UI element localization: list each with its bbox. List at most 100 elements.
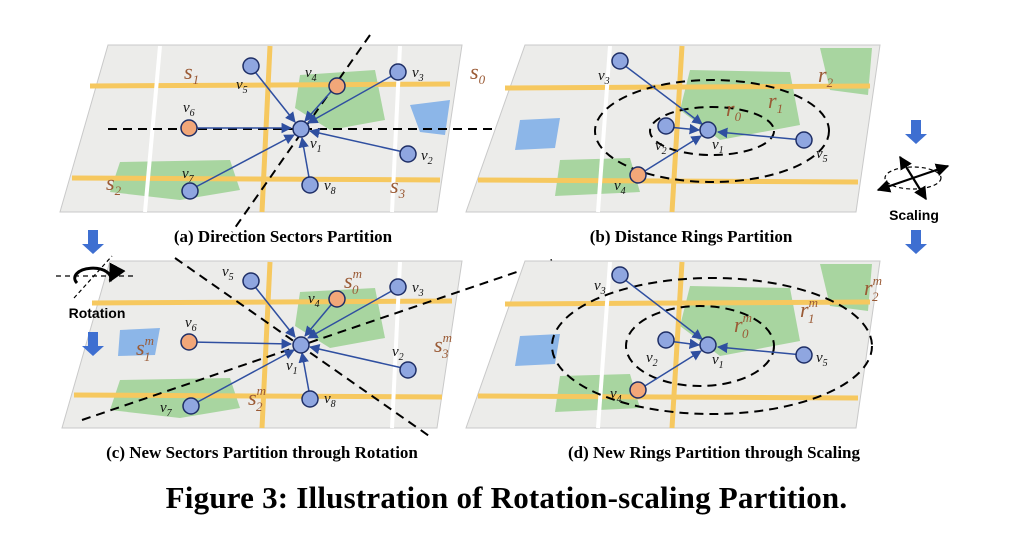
label-a-v1: v1	[310, 136, 322, 155]
edge-c-v8	[298, 351, 311, 398]
node-a-v3	[389, 63, 407, 81]
panel-b-label: (b) Distance Rings Partition	[590, 227, 793, 246]
road-a2	[71, 175, 441, 183]
rotation-axis-diag	[73, 255, 113, 299]
sector-a-s0: s0	[470, 59, 486, 87]
sector-c-s1m: sm 1	[136, 333, 154, 364]
ring-b-r0	[649, 106, 775, 156]
label-a-v8: v8	[324, 178, 336, 197]
panel-c: v1 v2 v3 v4 v5 v6 v7 v8 sm 0 sm 1 sm 2 sm 3 …	[61, 257, 553, 462]
edge-c-v2	[308, 343, 408, 370]
down-arrow-icon	[82, 230, 104, 254]
panel-c-label: (c) New Sectors Partition through Rotati…	[106, 443, 418, 462]
road-d2	[477, 393, 859, 401]
down-arrow-icon-4	[905, 230, 927, 254]
label-a-v4: v4	[305, 65, 317, 84]
edge-c-v7	[191, 349, 295, 406]
label-d-v1: v1	[712, 352, 724, 371]
node-c-v6	[180, 333, 198, 351]
node-a-v8	[301, 176, 319, 194]
label-c-v7: v7	[160, 400, 173, 419]
node-b-v5	[795, 131, 813, 149]
edge-b-v5	[716, 127, 804, 141]
label-c-v1: v1	[286, 358, 298, 377]
sector-c-s2m: sm 2	[248, 383, 266, 414]
sector-a-s3: s3	[390, 173, 406, 201]
node-a-v7	[181, 182, 199, 200]
node-c-v4	[328, 290, 346, 308]
label-b-v2: v2	[655, 138, 667, 157]
edge-a-v8	[298, 136, 311, 184]
water-d	[515, 334, 560, 366]
node-a-v5	[242, 57, 260, 75]
road-b3	[669, 45, 685, 213]
panel-a: v1 v2 v3 v4 v5 v6 v7 v8 s1 s0 s2 s3 (a) …	[59, 34, 512, 246]
road-d1	[504, 299, 871, 307]
ring-b-label-r1: r1	[768, 88, 783, 116]
edge-a-v3	[307, 72, 398, 124]
node-d-v5	[795, 346, 813, 364]
sector-line-c-1	[81, 259, 553, 421]
road-a5	[143, 45, 162, 213]
road-c3	[259, 261, 273, 429]
water-b	[515, 118, 560, 150]
node-d-v4	[629, 381, 647, 399]
label-c-v3: v3	[412, 280, 424, 299]
node-c-v5	[242, 272, 260, 290]
node-b-v2	[657, 117, 675, 135]
node-c-v1	[292, 336, 310, 354]
rotation-indicator: Rotation	[56, 230, 134, 356]
ring-d-label-r0m: rm 0	[734, 310, 752, 341]
ring-d-label-r1m: rm 1	[800, 295, 818, 326]
edge-d-v4	[639, 350, 702, 390]
figure-caption: Figure 3: Illustration of Rotation-scali…	[165, 480, 848, 515]
node-a-v4	[328, 77, 346, 95]
scaling-arrow-4	[912, 177, 927, 201]
edge-a-v7	[189, 134, 295, 191]
ring-b-label-r2: r2	[818, 62, 834, 90]
scaling-arrow-3	[876, 176, 914, 193]
park-b3	[820, 48, 872, 95]
label-a-v3: v3	[412, 65, 424, 84]
water-c	[118, 328, 160, 356]
panel-d: v1 v2 v3 v4 v5 rm 0 rm 1 rm 2 (d) New Rings…	[465, 260, 882, 462]
node-d-v1	[699, 336, 717, 354]
edge-d-v5	[716, 342, 804, 356]
rotation-icon	[73, 262, 126, 285]
label-d-v2: v2	[646, 350, 658, 369]
water-a	[410, 100, 450, 135]
label-a-v6: v6	[183, 100, 195, 119]
label-b-v4: v4	[614, 178, 626, 197]
sector-c-s3m: sm 3	[434, 330, 452, 361]
node-d-v3	[611, 266, 629, 284]
road-d3	[669, 261, 685, 429]
label-b-v1: v1	[712, 137, 724, 156]
road-d4	[596, 261, 612, 429]
node-b-v4	[629, 166, 647, 184]
label-c-v5: v5	[222, 264, 234, 283]
sector-a-s1: s1	[184, 59, 199, 87]
edge-c-v3	[307, 287, 398, 339]
ring-b-label-r0: r0	[726, 96, 742, 124]
label-c-v8: v8	[324, 391, 336, 410]
down-arrow-icon-3	[905, 120, 927, 144]
edge-a-v5	[251, 67, 296, 123]
node-a-v1	[292, 120, 310, 138]
label-b-v5: v5	[816, 146, 828, 165]
park-d3	[820, 264, 872, 311]
node-c-v3	[389, 278, 407, 296]
park-b2	[555, 158, 640, 196]
down-arrow-icon-2	[82, 332, 104, 356]
edge-b-v4	[639, 135, 702, 175]
panel-b: v1 v2 v3 v4 v5 r0 r1 r2 (b) Distance Rin…	[465, 44, 881, 246]
scaling-arrow-1	[899, 155, 914, 179]
ring-b-r1	[594, 79, 830, 183]
road-b2	[477, 177, 859, 185]
node-c-v7	[182, 397, 200, 415]
label-d-v4: v4	[610, 386, 622, 405]
label-d-v5: v5	[816, 350, 828, 369]
road-b1	[504, 83, 871, 91]
ring-d-label-r2m: rm 2	[864, 273, 882, 304]
scaling-label: Scaling	[889, 207, 939, 223]
